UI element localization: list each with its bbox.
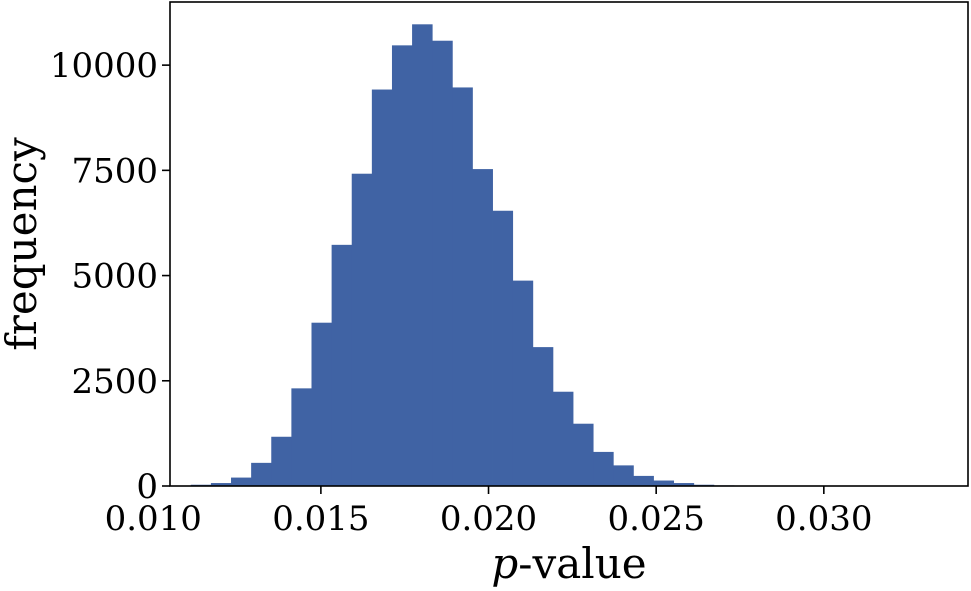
histogram-bar-13	[432, 40, 453, 486]
histogram-bar-20	[573, 423, 594, 486]
histogram-bar-15	[472, 169, 493, 486]
histogram-bar-11	[391, 45, 413, 486]
histogram-bar-3	[231, 477, 252, 486]
x-tick-label-1: 0.015	[272, 499, 369, 539]
histogram-bar-2	[210, 483, 232, 486]
histogram-bar-18	[532, 347, 554, 486]
histogram-bar-14	[452, 87, 473, 486]
histogram-bar-17	[512, 280, 534, 486]
x-tick-label-0: 0.010	[105, 499, 202, 539]
histogram-bar-22	[613, 465, 634, 486]
y-tick-label-3: 7500	[71, 151, 158, 191]
histogram-bar-10	[371, 89, 393, 486]
x-tick-label-2: 0.020	[440, 499, 537, 539]
histogram-bar-5	[271, 436, 292, 486]
y-tick-label-1: 2500	[71, 362, 158, 402]
histogram-bar-8	[331, 244, 353, 486]
histogram-bar-19	[552, 391, 574, 486]
histogram-bar-9	[351, 173, 373, 486]
histogram-bar-7	[311, 322, 333, 486]
x-tick-label-3: 0.025	[608, 499, 705, 539]
histogram-bar-23	[633, 475, 654, 486]
histogram-bar-12	[412, 24, 433, 487]
x-axis-label-variable: p	[491, 539, 518, 588]
y-axis-label: frequency	[0, 137, 46, 351]
y-tick-label-0: 0	[136, 467, 158, 507]
histogram-bar-6	[291, 388, 312, 486]
histogram-bar-4	[251, 462, 272, 486]
histogram-bar-24	[653, 480, 675, 486]
histogram-bar-21	[593, 451, 614, 486]
plot-frame	[169, 1, 969, 487]
histogram-bars	[170, 24, 755, 487]
y-tick-label-2: 5000	[71, 257, 158, 297]
y-tick-label-4: 10000	[50, 46, 158, 86]
x-axis-label-suffix: -value	[518, 539, 646, 588]
y-axis-ticks: 0 2500 5000 7500 10000	[50, 46, 170, 507]
x-axis-ticks: 0.010 0.015 0.020 0.025 0.030	[105, 486, 872, 539]
histogram-bar-25	[673, 483, 695, 486]
x-tick-label-4: 0.030	[775, 499, 872, 539]
histogram-bar-16	[492, 210, 514, 486]
x-axis-label: p-value	[491, 539, 646, 588]
